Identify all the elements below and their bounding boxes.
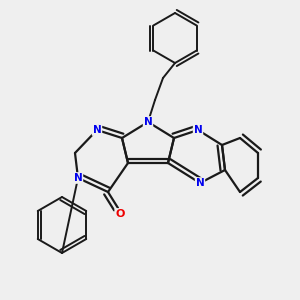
Text: N: N (74, 173, 82, 183)
Text: O: O (115, 209, 125, 219)
Text: N: N (196, 178, 204, 188)
Text: N: N (194, 125, 202, 135)
Text: N: N (144, 117, 152, 127)
Text: N: N (93, 125, 101, 135)
